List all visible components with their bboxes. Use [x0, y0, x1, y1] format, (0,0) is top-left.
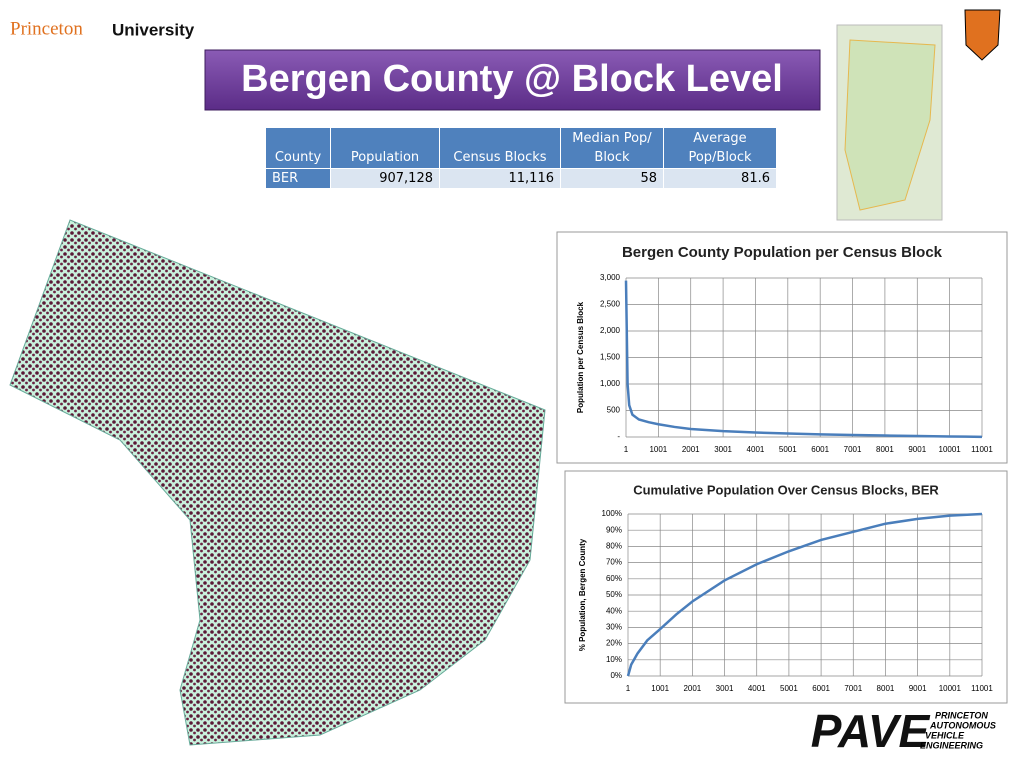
x-tick-label: 11001 — [971, 684, 993, 693]
table-cell: 11,116 — [439, 168, 561, 189]
y-tick-label: - — [617, 432, 620, 441]
x-tick-label: 11001 — [971, 445, 993, 454]
pave-text: ENGINEERING — [920, 740, 983, 750]
x-tick-label: 8001 — [877, 684, 895, 693]
y-tick-label: 90% — [606, 525, 622, 534]
y-tick-label: 80% — [606, 542, 622, 551]
pave-text: PRINCETON — [935, 710, 988, 720]
chart-title: Cumulative Population Over Census Blocks… — [633, 482, 939, 497]
logo-text: Princeton — [10, 18, 83, 39]
x-tick-label: 6001 — [812, 684, 830, 693]
y-axis-label: Population per Census Block — [576, 301, 585, 413]
chart-title: Bergen County Population per Census Bloc… — [622, 244, 943, 261]
crest — [964, 9, 1001, 61]
chart-frame — [556, 231, 1008, 464]
state-map-land — [844, 39, 936, 211]
y-tick-label: 1,000 — [600, 379, 621, 388]
x-tick-label: 1001 — [649, 445, 667, 454]
x-tick-label: 2001 — [682, 445, 700, 454]
y-tick-label: 10% — [606, 655, 622, 664]
x-tick-label: 6001 — [811, 445, 829, 454]
x-tick-label: 3001 — [716, 684, 734, 693]
data-line — [626, 512, 983, 677]
y-tick-label: 2,500 — [600, 300, 621, 309]
table-cell: 58 — [560, 168, 664, 189]
table-header: Population — [330, 127, 440, 169]
x-tick-label: 1001 — [651, 684, 669, 693]
y-tick-label: 30% — [606, 623, 622, 632]
y-tick-label: 60% — [606, 574, 622, 583]
y-tick-label: 1,500 — [600, 353, 621, 362]
x-tick-label: 7001 — [844, 684, 862, 693]
y-tick-label: 500 — [607, 406, 621, 415]
table-header: Census Blocks — [439, 127, 561, 169]
x-tick-label: 2001 — [683, 684, 701, 693]
data-line — [624, 280, 983, 439]
table-cell: 81.6 — [663, 168, 777, 189]
table-cell: 907,128 — [330, 168, 440, 189]
x-tick-label: 5001 — [779, 445, 797, 454]
y-tick-label: 2,000 — [600, 326, 621, 335]
x-tick-label: 10001 — [939, 445, 962, 454]
pave-text: AUTONOMOUS — [929, 720, 996, 730]
x-tick-label: 5001 — [780, 684, 798, 693]
x-tick-label: 8001 — [876, 445, 894, 454]
y-tick-label: 20% — [606, 639, 622, 648]
y-tick-label: 50% — [606, 590, 622, 599]
x-tick-label: 10001 — [939, 684, 962, 693]
y-tick-label: 100% — [602, 509, 622, 518]
logo-text: University — [112, 20, 195, 39]
x-tick-label: 9001 — [909, 684, 927, 693]
county-map — [9, 219, 546, 746]
table-cell: BER — [265, 168, 331, 189]
table-header: Median Pop/ Block — [560, 127, 664, 169]
y-axis-label: % Population, Bergen County — [578, 538, 587, 651]
table-header: Average Pop/Block — [663, 127, 777, 169]
pave-text: VEHICLE — [925, 730, 965, 740]
y-tick-label: 0% — [610, 671, 622, 680]
x-tick-label: 4001 — [747, 445, 765, 454]
y-tick-label: 40% — [606, 606, 622, 615]
x-tick-label: 7001 — [844, 445, 862, 454]
x-tick-label: 3001 — [714, 445, 732, 454]
x-tick-label: 4001 — [748, 684, 766, 693]
table-header: County — [265, 127, 331, 169]
stats-table: County Population Census Blocks Median P… — [265, 127, 777, 189]
y-tick-label: 3,000 — [600, 273, 621, 282]
x-tick-label: 9001 — [908, 445, 926, 454]
title-banner — [204, 49, 821, 111]
x-tick-label: 1 — [624, 445, 629, 454]
pave-logo: PAVE — [811, 705, 931, 757]
slide-title: Bergen County @ Block Level — [241, 58, 783, 100]
chart-frame — [564, 470, 1008, 704]
x-tick-label: 1 — [626, 684, 631, 693]
y-tick-label: 70% — [606, 558, 622, 567]
